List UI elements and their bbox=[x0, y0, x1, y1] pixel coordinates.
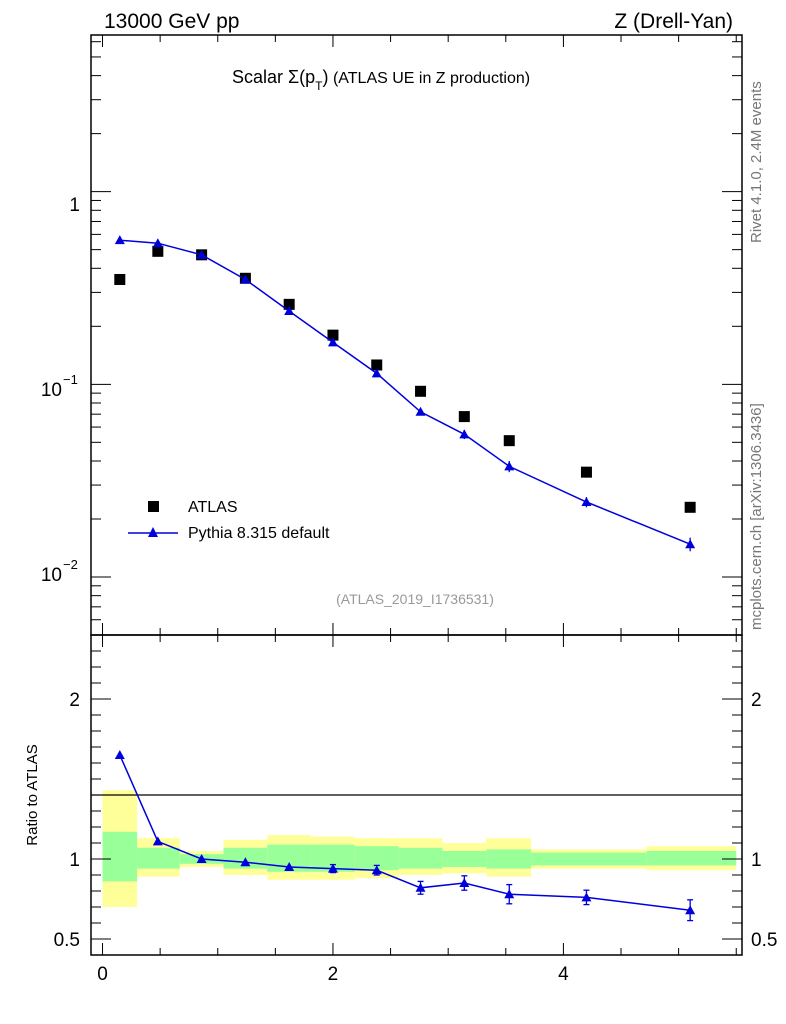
atlas-data-point bbox=[503, 435, 515, 447]
ratio-data-point bbox=[504, 889, 515, 899]
pythia-data-point bbox=[327, 337, 338, 347]
xtick-label: 0 bbox=[97, 964, 108, 985]
pythia-data-point bbox=[240, 274, 251, 284]
pythia-line bbox=[119, 239, 691, 545]
pythia-data-point bbox=[371, 368, 382, 378]
atlas-data-point bbox=[580, 466, 592, 478]
ratio-ylabel: Ratio to ATLAS bbox=[24, 744, 41, 845]
atlas-data-point bbox=[684, 501, 696, 513]
legend-atlas-marker bbox=[148, 501, 159, 512]
ratio-data-point bbox=[415, 882, 426, 892]
ratio-band-inner bbox=[102, 831, 138, 882]
ratio-data-point bbox=[196, 854, 207, 863]
legend-pythia-marker bbox=[148, 527, 158, 537]
header-left: 13000 GeV pp bbox=[104, 10, 239, 33]
ratio-axis-ticks bbox=[91, 635, 742, 955]
ratio-ytick-label-left: 1 bbox=[69, 850, 80, 871]
ratio-data-point bbox=[114, 750, 125, 759]
ytick-label-0.01: 10 bbox=[41, 565, 62, 586]
ratio-data-point bbox=[581, 892, 592, 902]
ratio-data-point bbox=[152, 836, 163, 846]
atlas-data-point bbox=[283, 298, 295, 310]
xtick-label: 2 bbox=[328, 964, 339, 985]
atlas-data-point bbox=[327, 329, 339, 341]
ratio-data-point bbox=[240, 857, 251, 867]
ratio-band-inner bbox=[646, 851, 737, 866]
pythia-data-point bbox=[459, 429, 470, 439]
ytick-label-0.1: 10 bbox=[41, 380, 62, 401]
analysis-watermark: (ATLAS_2019_I1736531) bbox=[336, 591, 494, 607]
ratio-band-inner bbox=[137, 847, 180, 869]
atlas-data-point bbox=[371, 359, 383, 371]
xtick-label: 4 bbox=[558, 964, 569, 985]
main-panel: Scalar Σ(pT) (ATLAS UE in Z production) … bbox=[41, 34, 743, 636]
rivet-version-text: Rivet 4.1.0, 2.4M events bbox=[748, 81, 765, 243]
main-plot-frame bbox=[90, 34, 743, 636]
main-axis-ticks bbox=[91, 35, 742, 636]
legend: ATLAS Pythia 8.315 default bbox=[128, 499, 330, 542]
pythia-data-point bbox=[196, 249, 207, 259]
atlas-data-point bbox=[458, 411, 470, 423]
ratio-line bbox=[119, 754, 691, 911]
ratio-tick-labels: 0.5 0.5 1 1 2 2 0 2 4 bbox=[54, 690, 778, 985]
ytick-label-0.01-exponent: −2 bbox=[63, 557, 78, 572]
pythia-data-point bbox=[415, 406, 426, 416]
ratio-data-marks bbox=[114, 750, 696, 922]
mcplots-text: mcplots.cern.ch [arXiv:1306.3436] bbox=[748, 403, 765, 630]
ratio-band-inner bbox=[486, 849, 532, 869]
pythia-data-point bbox=[114, 235, 125, 245]
ratio-panel: Ratio to ATLAS 0.5 0.5 1 1 2 2 0 2 4 bbox=[24, 634, 778, 985]
atlas-data-point bbox=[415, 385, 427, 397]
ytick-label-0.1-exponent: −1 bbox=[63, 372, 78, 387]
atlas-data-point bbox=[152, 245, 164, 257]
pythia-data-point bbox=[581, 497, 592, 507]
legend-atlas-label: ATLAS bbox=[188, 499, 238, 516]
header-right: Z (Drell-Yan) bbox=[614, 10, 733, 33]
ratio-data-point bbox=[371, 865, 382, 875]
ratio-data-point bbox=[459, 878, 470, 887]
pythia-data-point bbox=[152, 238, 163, 248]
pythia-data-point bbox=[284, 306, 295, 316]
ratio-ytick-label-left: 0.5 bbox=[54, 930, 80, 951]
ratio-ytick-label-right: 2 bbox=[751, 690, 762, 711]
ratio-plot-frame bbox=[90, 634, 743, 956]
legend-pythia-label: Pythia 8.315 default bbox=[188, 525, 330, 542]
ratio-data-point bbox=[284, 862, 295, 871]
ytick-label-1: 1 bbox=[69, 195, 80, 216]
ratio-ytick-label-right: 1 bbox=[751, 850, 762, 871]
ratio-data-point bbox=[327, 863, 338, 873]
pythia-data-point bbox=[504, 461, 515, 471]
ratio-band-inner bbox=[442, 851, 487, 867]
ratio-band-inner bbox=[531, 852, 647, 866]
pythia-data-point bbox=[685, 539, 696, 549]
ratio-band-inner bbox=[398, 847, 443, 869]
ratio-ytick-label-right: 0.5 bbox=[751, 930, 777, 951]
ratio-ytick-label-left: 2 bbox=[69, 690, 80, 711]
atlas-data-point bbox=[114, 273, 126, 285]
main-title: Scalar Σ(pT) (ATLAS UE in Z production) bbox=[232, 67, 530, 93]
main-data-marks bbox=[114, 235, 696, 552]
ratio-data-point bbox=[685, 905, 696, 915]
